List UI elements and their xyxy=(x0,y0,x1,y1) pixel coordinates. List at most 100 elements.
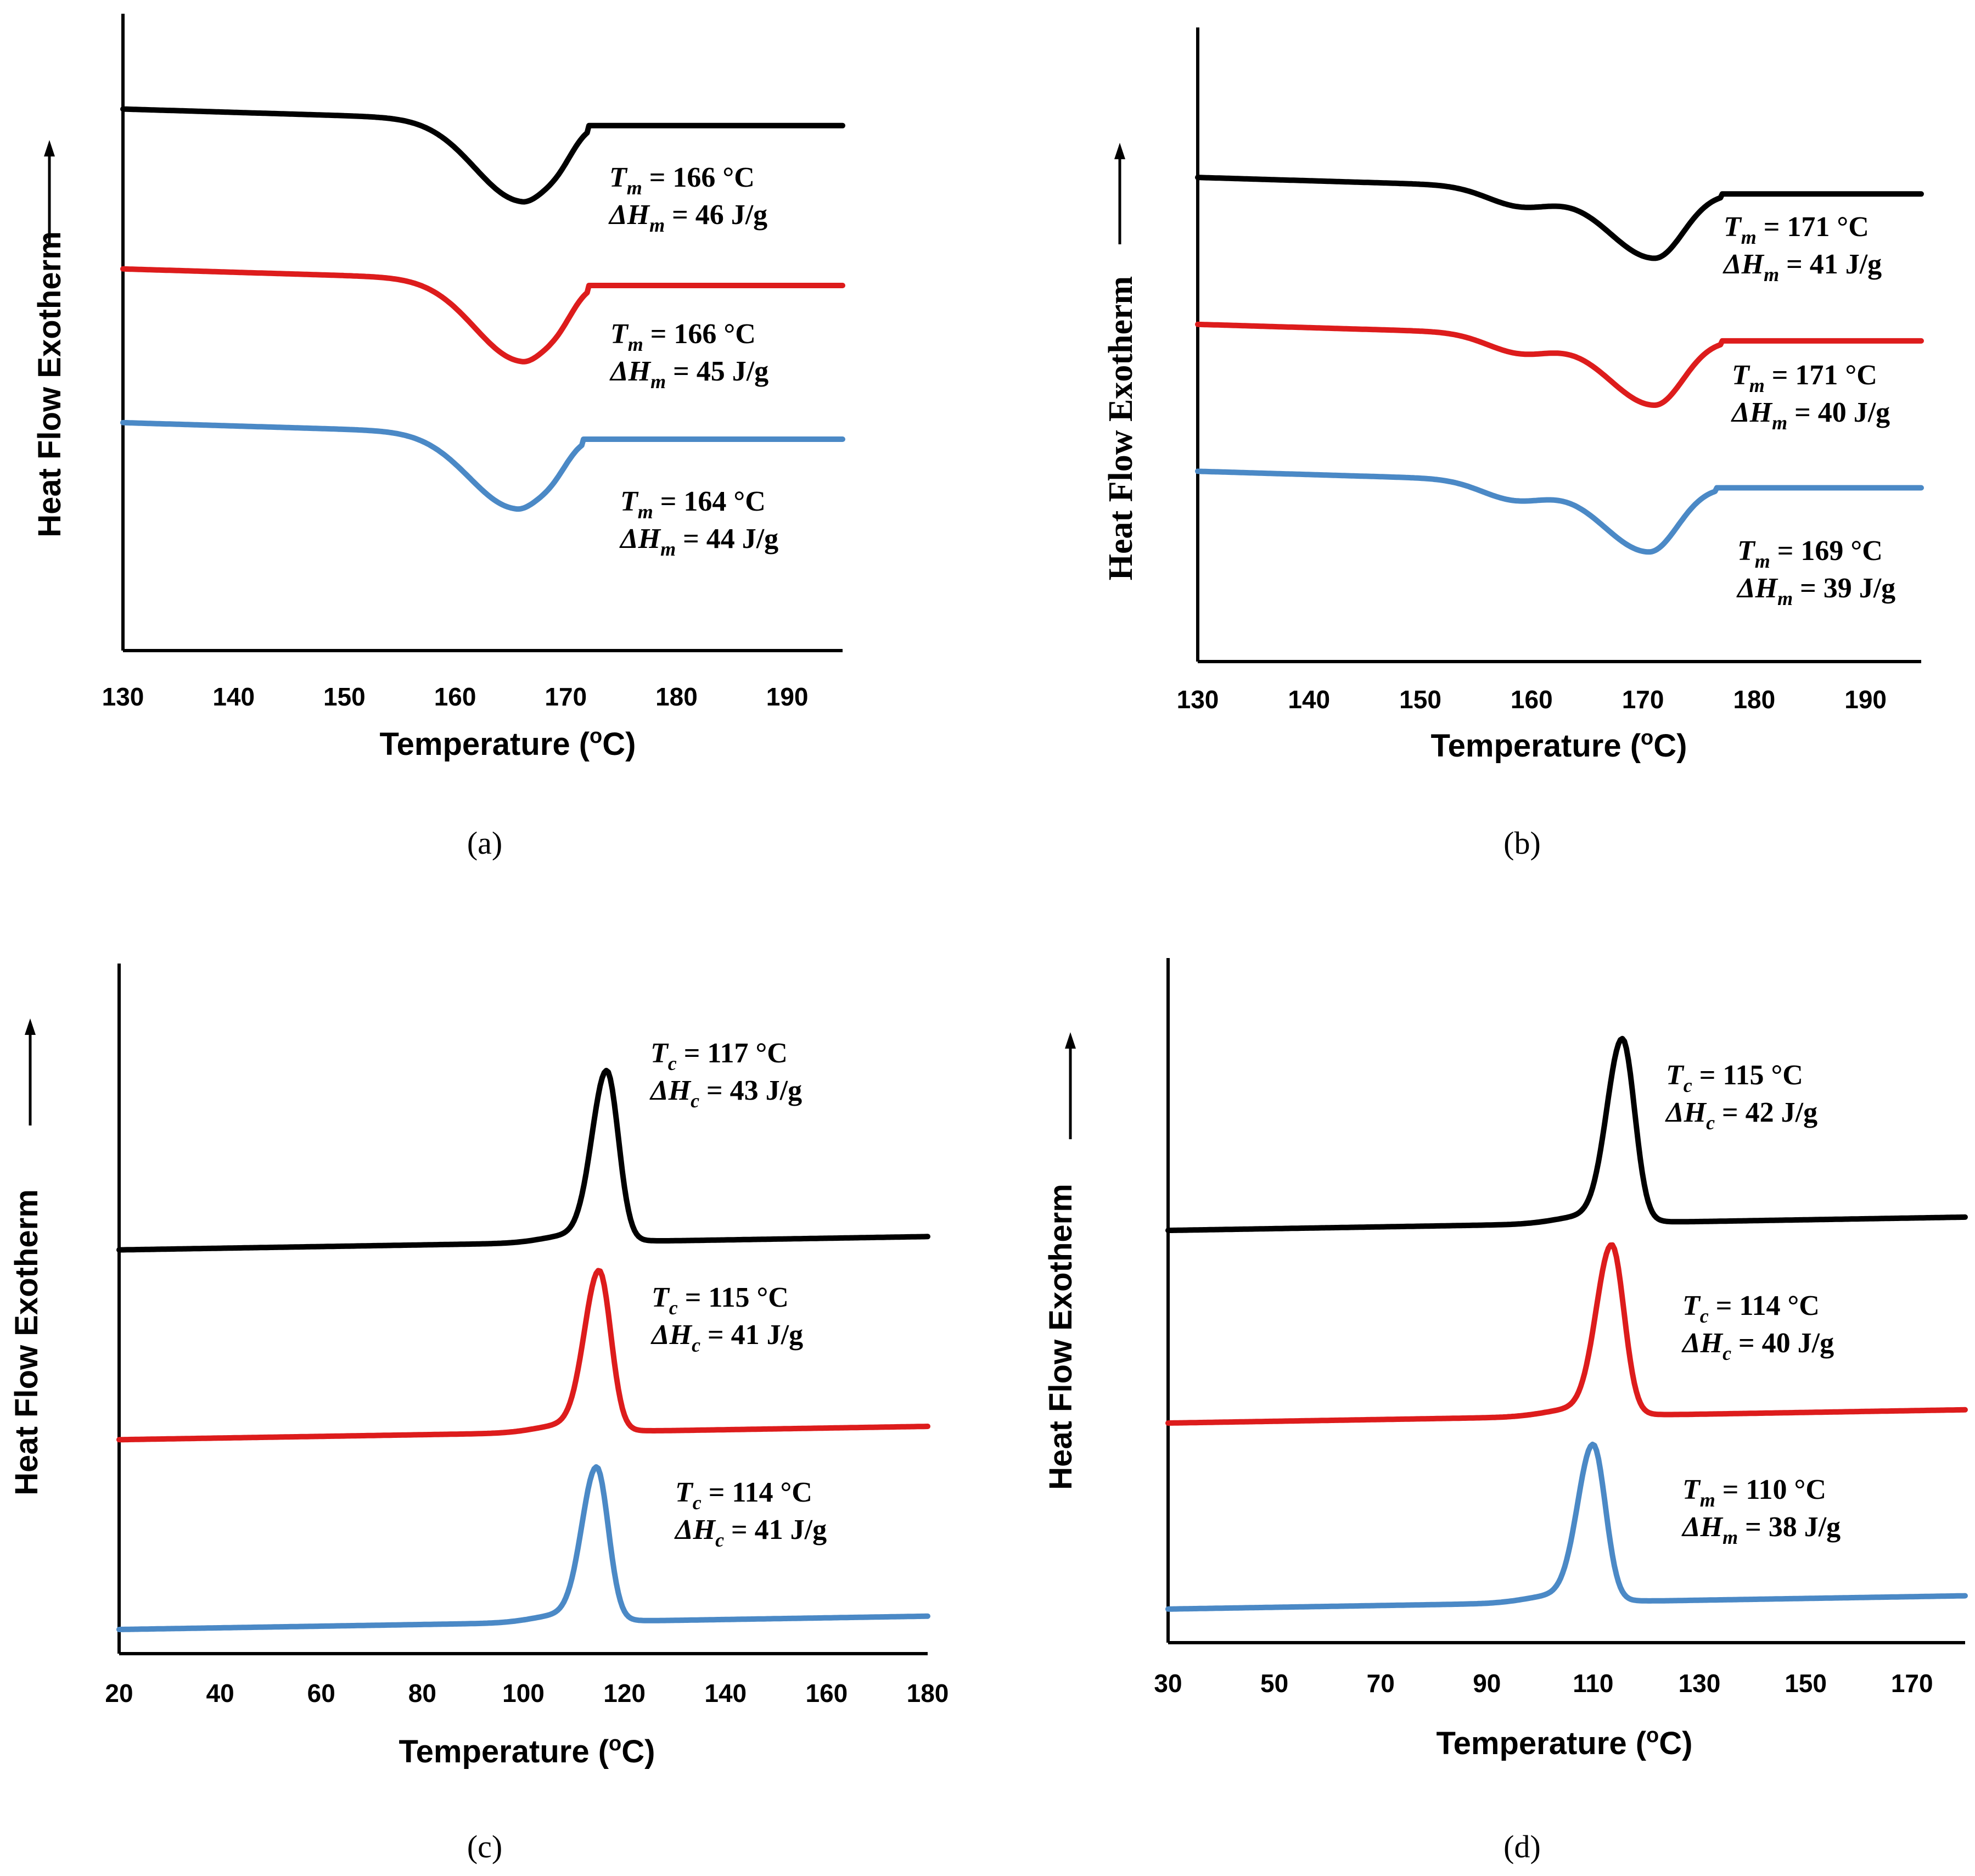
x-tick-label: 30 xyxy=(1154,1669,1182,1698)
x-tick-label: 120 xyxy=(603,1679,646,1707)
x-tick-label: 130 xyxy=(102,682,144,711)
series-black-annotation: Tc = 115 °C xyxy=(1666,1060,1803,1096)
series-blue-annotation: ΔHm = 39 J/g xyxy=(1736,573,1895,609)
y-axis-arrow xyxy=(25,1018,36,1125)
y-axis-title: Heat Flow Exotherm xyxy=(1043,1184,1079,1490)
x-tick-labels: 130 140 150 160 170 180 190 xyxy=(102,682,809,711)
curves xyxy=(1165,1035,1968,1612)
x-tick-label: 190 xyxy=(1844,685,1887,714)
series-red-annotation: Tc = 114 °C xyxy=(1682,1290,1820,1327)
x-tick-label: 130 xyxy=(1679,1669,1721,1698)
x-tick-label: 180 xyxy=(907,1679,949,1707)
curves xyxy=(116,1067,930,1632)
series-red-line xyxy=(116,1268,930,1443)
x-tick-label: 190 xyxy=(766,682,809,711)
series-black-annotation: ΔHc = 42 J/g xyxy=(1665,1097,1817,1134)
x-tick-label: 160 xyxy=(806,1679,848,1707)
series-black-line xyxy=(1165,1035,1968,1234)
series-red-annotation: ΔHm = 40 J/g xyxy=(1731,397,1890,434)
x-tick-labels: 30 50 70 90 110 130 150 170 xyxy=(1154,1669,1933,1698)
x-tick-label: 90 xyxy=(1473,1669,1501,1698)
series-blue-annotation: Tm = 110 °C xyxy=(1682,1474,1826,1511)
series-blue-annotation: ΔHm = 44 J/g xyxy=(619,523,778,560)
x-tick-label: 70 xyxy=(1367,1669,1395,1698)
x-axis-title: Temperature (oC) xyxy=(1437,1724,1693,1761)
series-black-annotation: ΔHm = 46 J/g xyxy=(608,199,767,236)
x-tick-label: 150 xyxy=(323,682,366,711)
series-red-annotation: ΔHm = 45 J/g xyxy=(609,356,768,393)
series-blue-line xyxy=(120,419,845,512)
x-tick-label: 20 xyxy=(105,1679,133,1707)
y-axis-title-text: Heat Flow Exotherm xyxy=(32,231,68,537)
series-blue-annotation: Tm = 164 °C xyxy=(620,486,766,523)
series-red-annotation: Tc = 115 °C xyxy=(652,1282,789,1319)
series-black-annotation: Tm = 171 °C xyxy=(1724,211,1869,248)
series-black-annotation: Tc = 117 °C xyxy=(650,1038,788,1074)
x-tick-label: 60 xyxy=(307,1679,335,1707)
x-tick-label: 170 xyxy=(1622,685,1664,714)
series-red-line xyxy=(120,266,845,365)
series-red-line xyxy=(1165,1242,1968,1426)
series-blue-line xyxy=(116,1464,930,1632)
series-red-annotation: Tm = 171 °C xyxy=(1732,360,1877,396)
series-blue-line xyxy=(1165,1441,1968,1612)
x-axis-title: Temperature (oC) xyxy=(399,1732,655,1769)
series-blue-annotation: Tm = 169 °C xyxy=(1737,535,1883,572)
y-axis-title-text: Heat Flow Exotherm xyxy=(1043,1184,1079,1490)
series-blue-line xyxy=(1195,468,1924,555)
curves xyxy=(120,106,845,512)
x-axis-title: Temperature (oC) xyxy=(1431,726,1687,764)
series-red-annotation: Tm = 166 °C xyxy=(610,318,756,355)
series-black-annotation: Tm = 166 °C xyxy=(609,162,755,199)
series-red-line xyxy=(1195,321,1924,408)
x-tick-labels: 20 40 60 80 100 120 140 160 180 xyxy=(105,1679,949,1707)
series-black-annotation: ΔHc = 43 J/g xyxy=(649,1075,802,1112)
x-tick-label: 130 xyxy=(1177,685,1219,714)
curves xyxy=(1195,175,1924,555)
series-blue-annotation: ΔHm = 38 J/g xyxy=(1681,1511,1841,1548)
series-blue-annotation: ΔHc = 41 J/g xyxy=(674,1514,827,1551)
y-axis-arrow xyxy=(1065,1032,1076,1139)
series-blue-annotation: Tc = 114 °C xyxy=(675,1477,812,1514)
x-tick-label: 140 xyxy=(1288,685,1330,714)
y-axis-title: Heat Flow Exotherm xyxy=(32,231,68,537)
x-tick-label: 100 xyxy=(502,1679,545,1707)
x-tick-label: 170 xyxy=(545,682,587,711)
series-black-line xyxy=(1195,175,1924,261)
series-red-annotation: ΔHc = 41 J/g xyxy=(650,1319,803,1356)
y-axis-title-text: Heat Flow Exotherm xyxy=(1102,276,1140,580)
x-tick-label: 180 xyxy=(1733,685,1775,714)
x-tick-labels: 130 140 150 160 170 180 190 xyxy=(1177,685,1887,714)
y-axis-arrow xyxy=(1114,143,1125,244)
panel-label: (b) xyxy=(1503,825,1541,861)
x-tick-label: 150 xyxy=(1785,1669,1827,1698)
x-tick-label: 170 xyxy=(1891,1669,1933,1698)
x-tick-label: 180 xyxy=(655,682,698,711)
x-tick-label: 110 xyxy=(1573,1669,1613,1698)
panel-label: (c) xyxy=(467,1829,502,1864)
x-tick-label: 140 xyxy=(212,682,255,711)
panel-label: (a) xyxy=(467,825,502,861)
y-axis-title: Heat Flow Exotherm xyxy=(1102,276,1140,580)
y-axis-title-text: Heat Flow Exotherm xyxy=(9,1189,44,1496)
x-tick-label: 140 xyxy=(704,1679,747,1707)
series-black-line xyxy=(120,106,845,205)
y-axis-title: Heat Flow Exotherm xyxy=(9,1189,44,1496)
x-tick-label: 160 xyxy=(434,682,476,711)
series-red-annotation: ΔHc = 40 J/g xyxy=(1681,1328,1834,1364)
x-tick-label: 40 xyxy=(206,1679,234,1707)
x-tick-label: 80 xyxy=(408,1679,436,1707)
y-axis-arrow xyxy=(44,140,55,244)
x-axis-title: Temperature (oC) xyxy=(380,725,636,762)
x-tick-label: 160 xyxy=(1511,685,1553,714)
x-tick-label: 50 xyxy=(1260,1669,1288,1698)
